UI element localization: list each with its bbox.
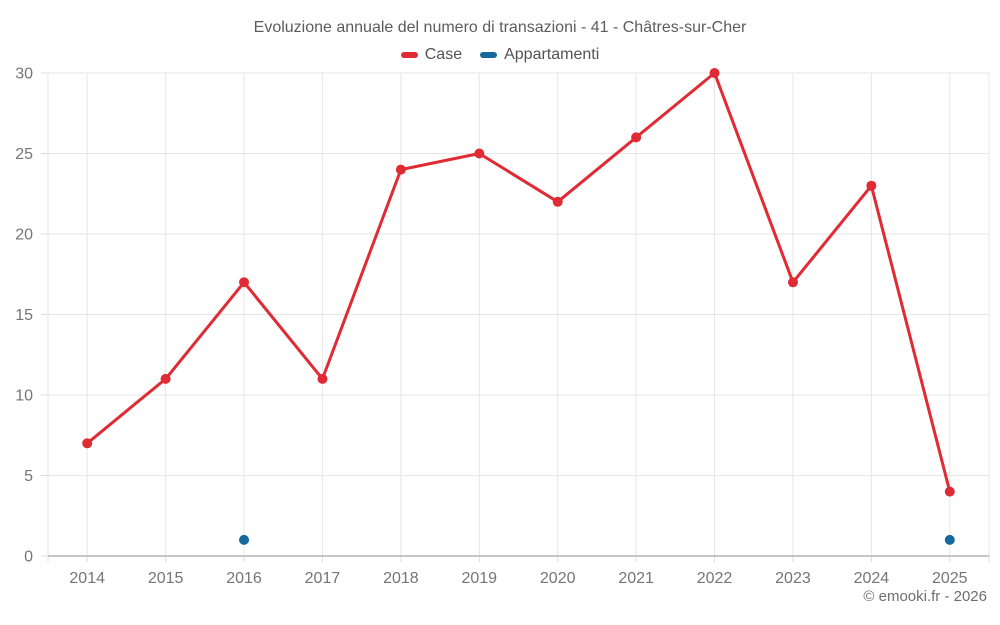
data-point-case (631, 132, 642, 143)
legend-swatch-case-icon (400, 52, 418, 58)
data-point-case (474, 148, 485, 159)
chart-legend: Case Appartamenti (0, 45, 1000, 65)
data-point-case (317, 373, 328, 384)
data-point-case (866, 180, 877, 191)
y-axis-label: 20 (15, 227, 33, 244)
data-point-case (82, 438, 93, 449)
legend-swatch-appartamenti-icon (480, 52, 498, 58)
x-axis-label: 2014 (69, 570, 105, 587)
data-point-appartamenti (944, 534, 955, 545)
data-point-case (552, 196, 563, 207)
y-axis-label: 10 (15, 388, 33, 405)
x-axis-label: 2019 (461, 570, 497, 587)
x-axis-label: 2023 (775, 570, 811, 587)
data-point-appartamenti (239, 534, 250, 545)
data-point-case (709, 68, 720, 78)
series-line-case (85, 71, 952, 494)
chart-title: Evoluzione annuale del numero di transaz… (253, 19, 747, 36)
data-point-case (944, 486, 955, 497)
chart-copyright: © emooki.fr - 2026 (863, 588, 987, 605)
x-axis-label: 2024 (854, 570, 890, 587)
y-axis-label: 15 (15, 307, 33, 324)
y-axis-label: 30 (15, 66, 33, 83)
x-axis-label: 2025 (932, 570, 968, 587)
x-axis-label: 2020 (540, 570, 576, 587)
legend-item-appartamenti[interactable]: Appartamenti (480, 46, 599, 64)
y-axis-label: 25 (15, 146, 33, 163)
x-axis-label: 2022 (697, 570, 733, 587)
legend-item-case[interactable]: Case (400, 46, 463, 64)
data-point-case (239, 277, 250, 288)
x-axis-label: 2015 (148, 570, 184, 587)
data-point-case (160, 373, 171, 384)
x-axis-label: 2018 (383, 570, 419, 587)
data-point-case (787, 277, 798, 288)
x-axis-label: 2016 (226, 570, 262, 587)
y-axis-label: 5 (24, 468, 33, 485)
legend-label-appartamenti: Appartamenti (504, 46, 600, 63)
data-point-case (395, 164, 406, 175)
legend-label-case: Case (424, 46, 463, 63)
x-axis-label: 2017 (305, 570, 341, 587)
y-axis-label: 0 (24, 549, 33, 566)
x-axis-label: 2021 (618, 570, 654, 587)
